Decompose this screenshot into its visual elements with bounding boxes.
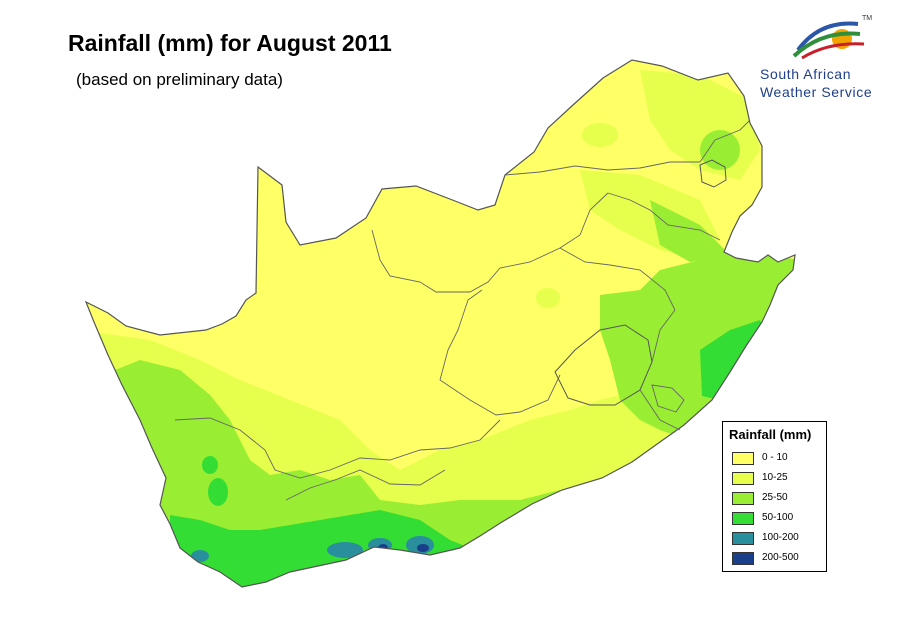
- legend-label: 25-50: [762, 492, 788, 503]
- country-border: [84, 59, 796, 588]
- logo-text-line-2: Weather Service: [760, 84, 873, 100]
- trademark-mark: TM: [862, 15, 873, 22]
- saws-logo: TM South African Weather Service: [758, 12, 888, 104]
- map-title: Rainfall (mm) for August 2011: [68, 30, 392, 56]
- legend-label: 50-100: [762, 512, 794, 523]
- legend-swatch: [732, 452, 754, 465]
- legend-title: Rainfall (mm): [729, 427, 812, 442]
- legend-swatch: [732, 492, 754, 505]
- legend-swatch: [732, 512, 754, 525]
- legend-label: 10-25: [762, 472, 788, 483]
- swaziland-border: [699, 159, 727, 188]
- logo-text-line-1: South African: [760, 66, 852, 82]
- legend-swatch: [732, 532, 754, 545]
- legend-label: 200-500: [762, 552, 799, 563]
- saws-emblem: [792, 21, 865, 60]
- provincial-borders: [174, 119, 751, 501]
- legend-swatch: [732, 552, 754, 565]
- legend: Rainfall (mm) 0 - 10 10-25 25-50 50-100 …: [722, 421, 827, 572]
- legend-label: 100-200: [762, 532, 799, 543]
- map-subtitle: (based on preliminary data): [76, 70, 283, 89]
- legend-swatch: [732, 472, 754, 485]
- legend-label: 0 - 10: [762, 452, 788, 463]
